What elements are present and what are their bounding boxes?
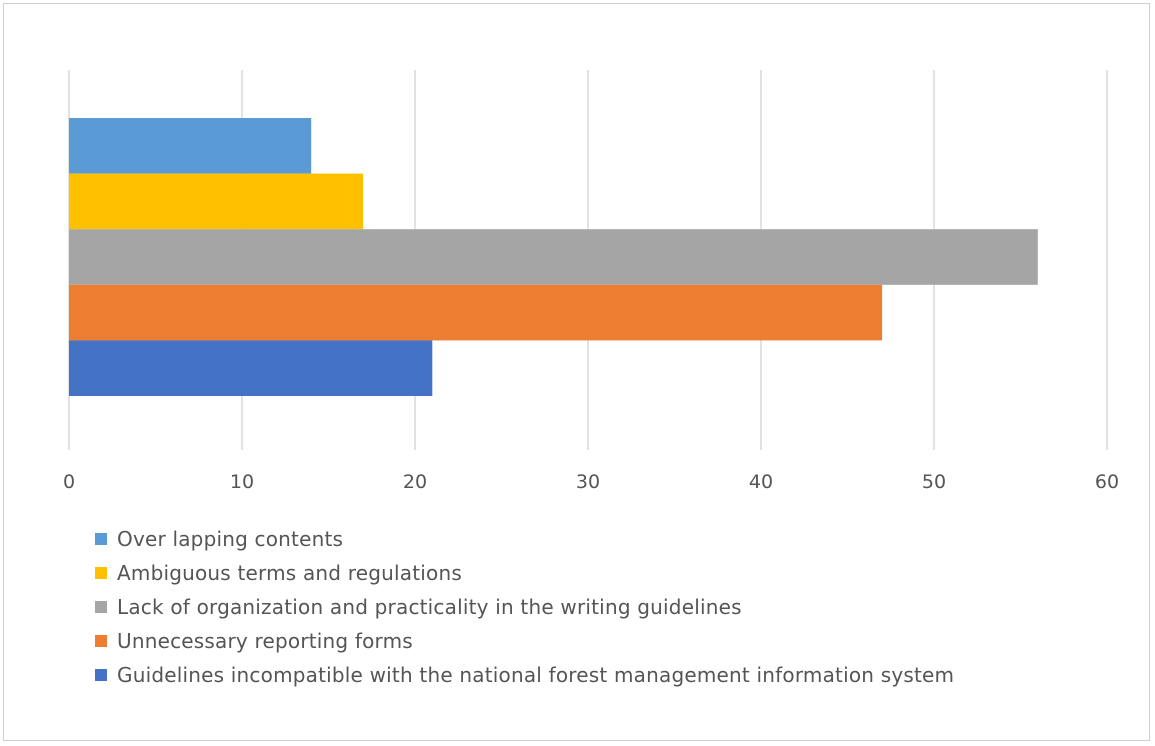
x-tick-label: 50: [922, 471, 946, 493]
legend-item: Unnecessary reporting forms: [95, 624, 954, 658]
legend-item: Guidelines incompatible with the nationa…: [95, 658, 954, 692]
bar: [69, 118, 312, 174]
chart-legend: Over lapping contents Ambiguous terms and…: [95, 522, 954, 692]
x-tick-label: 20: [403, 471, 427, 493]
bar: [69, 284, 883, 341]
legend-label: Guidelines incompatible with the nationa…: [117, 663, 955, 687]
legend-label: Unnecessary reporting forms: [117, 629, 413, 653]
legend-label: Over lapping contents: [117, 527, 344, 551]
legend-item: Over lapping contents: [95, 522, 954, 556]
x-tick-label: 30: [576, 471, 600, 493]
legend-swatch: [95, 533, 107, 545]
legend-swatch: [95, 635, 107, 647]
legend-label: Ambiguous terms and regulations: [117, 561, 462, 585]
legend-swatch: [95, 567, 107, 579]
legend-swatch: [95, 669, 107, 681]
bar: [69, 229, 1038, 285]
legend-label: Lack of organization and practicality in…: [117, 595, 742, 619]
bar: [69, 173, 364, 230]
x-tick-label: 10: [230, 471, 254, 493]
x-tick-label: 60: [1095, 471, 1119, 493]
x-tick-label: 40: [749, 471, 773, 493]
x-tick-label: 0: [63, 471, 75, 493]
legend-item: Lack of organization and practicality in…: [95, 590, 954, 624]
bar: [69, 340, 433, 396]
legend-item: Ambiguous terms and regulations: [95, 556, 954, 590]
legend-swatch: [95, 601, 107, 613]
